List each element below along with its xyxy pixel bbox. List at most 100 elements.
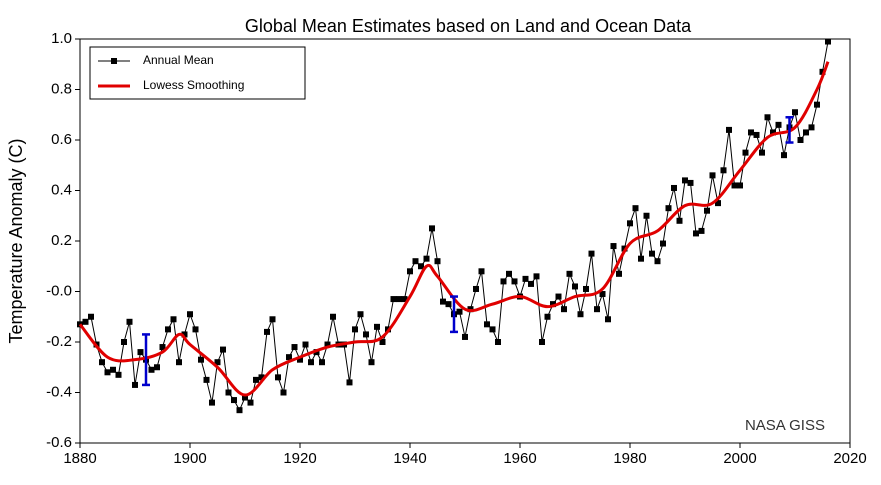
y-tick-label: 1.0 bbox=[51, 30, 72, 47]
point bbox=[280, 389, 287, 396]
point bbox=[599, 291, 606, 298]
point bbox=[126, 318, 133, 325]
point bbox=[555, 293, 562, 300]
point bbox=[291, 344, 298, 351]
y-axis-label: Temperature Anomaly (C) bbox=[6, 138, 26, 343]
point bbox=[572, 283, 578, 290]
annotation: NASA GISS bbox=[745, 417, 825, 434]
point bbox=[781, 152, 787, 159]
point bbox=[478, 268, 485, 275]
point bbox=[253, 376, 259, 383]
legend-label: Lowess Smoothing bbox=[143, 78, 244, 92]
point bbox=[759, 149, 765, 156]
point bbox=[352, 326, 358, 333]
point bbox=[528, 280, 534, 287]
plot-area bbox=[79, 38, 851, 444]
point bbox=[792, 109, 798, 116]
point bbox=[825, 38, 831, 45]
point bbox=[269, 316, 276, 323]
point bbox=[522, 275, 529, 282]
point bbox=[324, 341, 331, 348]
point bbox=[445, 301, 452, 308]
point bbox=[198, 356, 204, 363]
point bbox=[203, 376, 210, 383]
point bbox=[148, 366, 155, 373]
point bbox=[484, 321, 490, 328]
point bbox=[121, 339, 127, 345]
point bbox=[297, 356, 303, 363]
point bbox=[401, 296, 408, 303]
point bbox=[412, 258, 419, 265]
point bbox=[715, 200, 721, 207]
point bbox=[588, 250, 595, 257]
point bbox=[357, 311, 364, 318]
x-tick-label: 1980 bbox=[613, 450, 646, 467]
x-tick-label: 2020 bbox=[833, 450, 866, 467]
point bbox=[242, 394, 248, 401]
point bbox=[154, 364, 160, 371]
y-tick-label: 0.4 bbox=[51, 181, 72, 198]
point bbox=[748, 129, 754, 136]
x-tick-label: 1920 bbox=[283, 450, 316, 467]
point bbox=[649, 250, 655, 257]
point bbox=[803, 129, 809, 136]
point bbox=[726, 126, 732, 133]
point bbox=[231, 397, 237, 404]
point bbox=[533, 273, 540, 280]
error-bar bbox=[142, 333, 150, 387]
point bbox=[753, 131, 760, 138]
point bbox=[605, 316, 611, 323]
point bbox=[495, 339, 501, 345]
point bbox=[643, 212, 650, 219]
point bbox=[407, 268, 413, 275]
point bbox=[742, 149, 749, 156]
point bbox=[665, 205, 672, 212]
x-tick-label: 1880 bbox=[63, 450, 96, 467]
point bbox=[775, 121, 782, 128]
point bbox=[500, 278, 507, 285]
point bbox=[225, 389, 232, 396]
point bbox=[698, 227, 705, 234]
point bbox=[808, 124, 815, 131]
point bbox=[704, 207, 710, 214]
point bbox=[462, 333, 468, 340]
point bbox=[286, 354, 292, 361]
x-tick-label: 1940 bbox=[393, 450, 426, 467]
point bbox=[104, 369, 111, 376]
y-tick-label: -0.2 bbox=[46, 333, 72, 350]
point bbox=[797, 137, 804, 143]
point bbox=[814, 101, 820, 108]
point bbox=[330, 313, 336, 320]
point bbox=[88, 313, 94, 320]
point bbox=[346, 379, 353, 386]
point bbox=[110, 366, 116, 373]
point bbox=[627, 220, 633, 227]
point bbox=[693, 230, 699, 237]
point bbox=[506, 270, 512, 277]
point bbox=[82, 318, 89, 325]
point bbox=[539, 339, 545, 345]
point bbox=[423, 255, 430, 262]
y-tick-label: 0.6 bbox=[51, 131, 72, 148]
point bbox=[176, 359, 182, 366]
point bbox=[247, 399, 254, 406]
legend-box bbox=[89, 46, 306, 100]
point bbox=[220, 346, 226, 353]
point bbox=[638, 255, 644, 262]
point bbox=[764, 114, 771, 121]
point bbox=[209, 399, 215, 406]
point bbox=[434, 258, 441, 265]
point bbox=[264, 328, 270, 335]
point bbox=[566, 270, 573, 277]
legend-label: Annual Mean bbox=[143, 53, 214, 67]
y-tick-label: -0.0 bbox=[46, 282, 72, 299]
point bbox=[363, 331, 369, 338]
error-bar bbox=[450, 295, 458, 334]
point bbox=[429, 225, 435, 232]
point bbox=[709, 172, 716, 179]
x-tick-label: 1960 bbox=[503, 450, 536, 467]
point bbox=[187, 311, 193, 318]
point bbox=[720, 167, 727, 174]
point bbox=[181, 331, 188, 338]
